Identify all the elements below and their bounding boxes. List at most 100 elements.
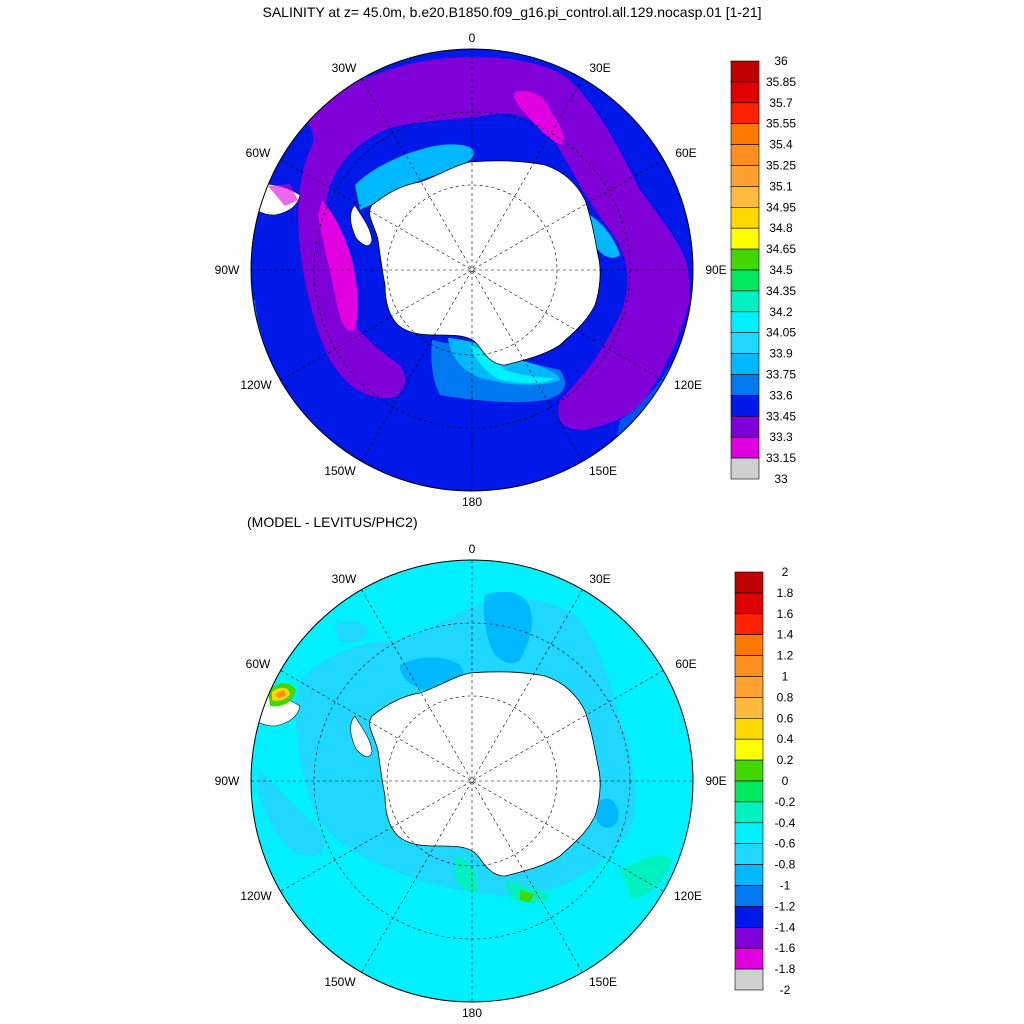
difference-colorbar-swatch	[734, 717, 764, 740]
difference-colorbar-tick-label: 0.8	[777, 690, 794, 704]
difference-field-0-southeast	[620, 855, 672, 900]
difference-colorbar-swatch	[734, 906, 764, 928]
antarctic-peninsula	[350, 204, 373, 246]
lon-label-30e: 30E	[589, 572, 610, 586]
difference-polar-map: 0 30E 60E 90E 120E 150E 180 150W 120W 90…	[215, 542, 796, 1020]
salinity-field-33-45-patagonia	[268, 184, 298, 206]
meridian-30e-150w	[361, 78, 583, 462]
difference-colorbar-swatch	[734, 634, 764, 656]
difference-contour-fill	[251, 560, 693, 1002]
difference-colorbar-swatch	[734, 613, 764, 635]
salinity-colorbar-swatch	[730, 395, 760, 417]
meridian-60e-120w	[280, 670, 664, 892]
lon-label-90e: 90E	[705, 263, 726, 277]
lon-label-60e: 60E	[675, 657, 696, 671]
difference-colorbar-swatch	[734, 885, 764, 907]
salinity-field-34-05-east	[589, 215, 620, 258]
salinity-colorbar-swatch	[730, 457, 760, 480]
salinity-colorbar-tick-label: 34.8	[769, 221, 793, 235]
salinity-field-34-2-ross	[470, 345, 555, 384]
lon-label-30w: 30W	[332, 572, 357, 586]
difference-colorbar-tick-label: 1.8	[777, 586, 794, 600]
bottom-graticule	[251, 560, 693, 1002]
salinity-colorbar-swatch	[730, 248, 760, 271]
difference-colorbar-swatch	[734, 697, 764, 719]
difference-colorbar-swatch	[734, 655, 764, 677]
lon-label-90w: 90W	[215, 263, 240, 277]
salinity-colorbar-tick-label: 34.5	[769, 263, 793, 277]
difference-colorbar-tick-label: -2	[780, 983, 791, 997]
salinity-colorbar-tick-label: 34.65	[766, 242, 796, 256]
salinity-colorbar-tick-label: 36	[774, 54, 788, 68]
salinity-colorbar-swatch	[730, 415, 760, 438]
bottom-longitude-labels: 0 30E 60E 90E 120E 150E 180 150W 120W 90…	[215, 542, 727, 1020]
salinity-colorbar-swatch	[730, 269, 760, 292]
salinity-colorbar-swatch	[730, 227, 760, 250]
lon-label-30e: 30E	[589, 61, 610, 75]
salinity-polar-map: 0 30E 60E 90E 120E 150E 180 150W 120W 90…	[215, 31, 797, 509]
lon-label-150e: 150E	[589, 975, 617, 989]
top-graticule	[251, 49, 693, 491]
salinity-colorbar-swatch	[730, 123, 760, 145]
difference-field-0-ross	[455, 855, 479, 892]
salinity-colorbar-tick-label: 33.6	[769, 388, 793, 402]
lon-label-60w: 60W	[246, 146, 271, 160]
top-longitude-labels: 0 30E 60E 90E 120E 150E 180 150W 120W 90…	[215, 31, 727, 509]
salinity-colorbar-swatch	[730, 290, 760, 313]
difference-colorbar-tick-label: 0.4	[777, 732, 794, 746]
salinity-colorbar-tick-label: 35.55	[766, 117, 796, 131]
salinity-colorbar-tick-label: 33.75	[766, 368, 796, 382]
salinity-colorbar-tick-label: 34.05	[766, 326, 796, 340]
lon-label-0: 0	[469, 31, 476, 45]
difference-colorbar-swatch	[734, 592, 764, 615]
lon-label-120e: 120E	[674, 889, 702, 903]
difference-colorbar-tick-label: -1.2	[775, 899, 796, 913]
lon-label-60e: 60E	[675, 146, 696, 160]
meridian-30w-150e	[361, 589, 583, 973]
lon-label-150w: 150W	[324, 975, 356, 989]
difference-colorbar-tick-label: -1	[780, 879, 791, 893]
difference-colorbar-tick-label: -1.6	[775, 941, 796, 955]
difference-colorbar-tick-label: 1.4	[777, 628, 794, 642]
difference-title: (MODEL - LEVITUS/PHC2)	[247, 514, 418, 530]
bottom-map-border	[250, 559, 694, 1003]
top-map-border	[250, 48, 694, 492]
difference-colorbar-tick-label: 2	[782, 565, 789, 579]
salinity-colorbar-tick-label: 33	[774, 472, 788, 486]
salinity-colorbar-swatch	[730, 102, 760, 125]
antarctic-peninsula	[350, 715, 373, 757]
lon-label-60w: 60W	[246, 657, 271, 671]
salinity-colorbar-swatch	[730, 186, 760, 208]
difference-colorbar-tick-label: 0	[782, 774, 789, 788]
salinity-colorbar-swatch	[730, 81, 760, 104]
salinity-colorbar-tick-label: 34.2	[769, 305, 793, 319]
salinity-colorbar-swatch	[730, 207, 760, 229]
salinity-colorbar-tick-label: 35.7	[769, 96, 793, 110]
difference-colorbar-swatch	[734, 843, 764, 865]
difference-colorbar-swatch	[734, 926, 764, 949]
salinity-colorbar-tick-label: 34.35	[766, 284, 796, 298]
lon-label-90e: 90E	[705, 774, 726, 788]
salinity-colorbar-tick-label: 33.3	[769, 430, 793, 444]
difference-colorbar-tick-label: -0.6	[775, 837, 796, 851]
lon-label-150e: 150E	[589, 464, 617, 478]
salinity-colorbar-tick-label: 33.45	[766, 409, 796, 423]
salinity-colorbar-tick-label: 35.1	[769, 179, 793, 193]
salinity-field-34-05-weddell	[355, 144, 474, 210]
difference-colorbar-tick-label: -1.8	[775, 962, 796, 976]
difference-colorbar-swatch	[734, 571, 764, 594]
difference-colorbar-swatch	[734, 947, 764, 970]
salinity-field-33-6-acc	[298, 57, 690, 430]
lon-label-150w: 150W	[324, 464, 356, 478]
main-title: SALINITY at z= 45.0m, b.e20.B1850.f09_g1…	[262, 4, 762, 20]
lon-label-120e: 120E	[674, 378, 702, 392]
meridian-30w-150e	[361, 78, 583, 462]
salinity-field-33-45-north	[514, 90, 565, 145]
difference-colorbar-tick-label: 1.6	[777, 607, 794, 621]
salinity-colorbar-tick-label: 33.9	[769, 347, 793, 361]
salinity-colorbar-tick-label: 33.15	[766, 451, 796, 465]
salinity-colorbar-swatch	[730, 311, 760, 333]
difference-colorbar-tick-label: 0.6	[777, 711, 794, 725]
salinity-colorbar: 36 35.85 35.7 35.55 35.4 35.25 35.1 34.95 34.8 34…	[730, 54, 796, 486]
salinity-colorbar-swatch	[730, 332, 760, 354]
